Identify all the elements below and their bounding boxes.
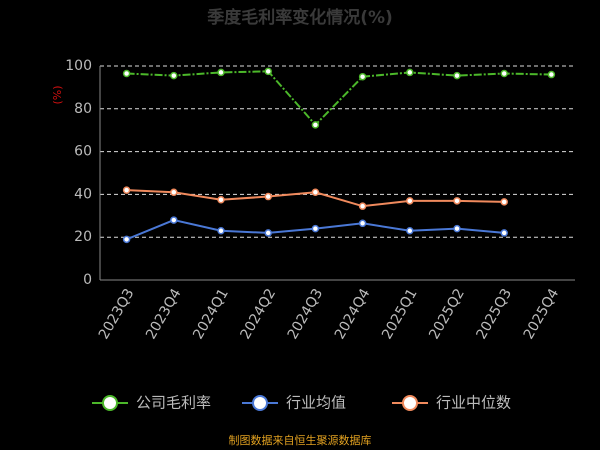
data-point xyxy=(500,229,508,237)
x-tick-label: 2024Q1 xyxy=(190,286,232,342)
data-point xyxy=(217,68,225,77)
data-point xyxy=(311,188,320,197)
data-point xyxy=(170,71,178,80)
legend-marker xyxy=(402,395,418,411)
data-point xyxy=(217,196,225,204)
y-tick-label: 0 xyxy=(83,272,92,288)
x-tick-label: 2025Q1 xyxy=(379,286,421,342)
data-point xyxy=(122,186,131,194)
y-tick-label: 20 xyxy=(74,229,92,245)
y-axis-label: (%) xyxy=(51,85,64,104)
chart-title: 季度毛利率变化情况(%) xyxy=(207,7,393,28)
data-point xyxy=(264,229,272,237)
data-point xyxy=(217,227,225,235)
x-tick-label: 2024Q4 xyxy=(332,286,374,342)
y-tick-label: 80 xyxy=(74,101,92,117)
data-point xyxy=(170,188,178,197)
data-point xyxy=(311,224,320,233)
series-line xyxy=(126,70,552,127)
data-point xyxy=(122,235,131,244)
legend-marker xyxy=(252,395,268,411)
data-point xyxy=(170,216,178,224)
data-point xyxy=(500,198,508,206)
x-tick-label: 2024Q3 xyxy=(285,286,327,342)
x-tick-label: 2023Q4 xyxy=(143,286,185,342)
y-tick-label: 40 xyxy=(74,186,92,202)
x-tick-label: 2023Q3 xyxy=(96,286,138,342)
legend-label: 行业均值 xyxy=(286,394,346,412)
data-point xyxy=(406,227,414,235)
data-point xyxy=(453,71,461,80)
data-point xyxy=(358,219,367,228)
legend-label: 公司毛利率 xyxy=(136,394,211,412)
data-point xyxy=(264,192,272,201)
data-point xyxy=(122,69,131,78)
y-tick-label: 60 xyxy=(74,144,92,160)
x-tick-label: 2025Q4 xyxy=(521,286,563,342)
data-point xyxy=(358,202,367,210)
data-point xyxy=(547,70,556,79)
x-tick-label: 2024Q2 xyxy=(237,286,279,342)
legend-marker xyxy=(102,395,118,411)
data-point xyxy=(453,197,461,205)
data-point xyxy=(453,224,461,233)
data-point xyxy=(264,67,272,76)
data-point xyxy=(358,72,367,81)
data-point xyxy=(406,197,414,205)
data-point xyxy=(406,68,414,77)
y-tick-label: 100 xyxy=(65,58,92,74)
x-tick-label: 2025Q3 xyxy=(473,286,515,342)
source-note: 制图数据来自恒生聚源数据库 xyxy=(229,433,372,447)
data-point xyxy=(311,121,320,129)
x-tick-label: 2025Q2 xyxy=(426,286,468,342)
legend-label: 行业中位数 xyxy=(436,394,511,412)
data-point xyxy=(500,69,508,78)
